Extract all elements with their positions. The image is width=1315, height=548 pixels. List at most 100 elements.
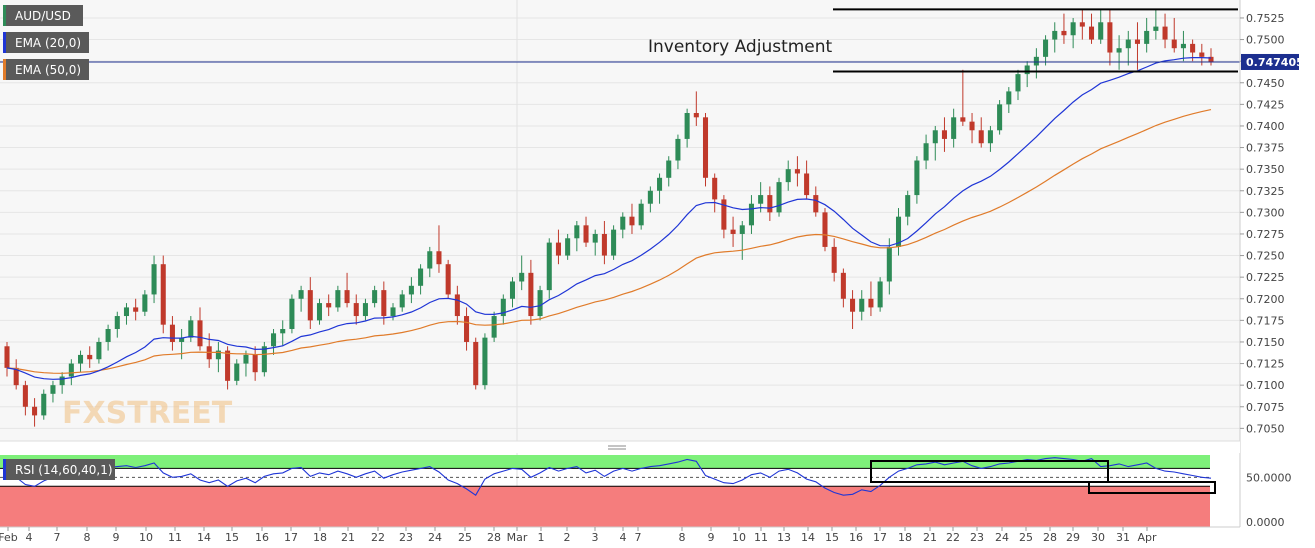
candle [243,350,249,377]
candle [583,216,589,247]
candle [647,186,653,213]
x-tick-label: 9 [113,531,120,544]
candle [794,156,800,187]
x-tick-label: 18 [898,531,912,544]
candle [914,156,920,204]
candle [601,221,607,265]
rsi-legend: RSI (14,60,40,1) [3,459,115,480]
x-tick-label: Mar [507,531,528,544]
candle [271,329,277,355]
candle [565,233,571,260]
candle [675,134,681,170]
candle [555,229,561,265]
y-tick-label: 0.7175 [1246,314,1285,327]
candle [932,125,938,161]
x-tick-label: 22 [946,531,960,544]
candle [638,199,644,230]
x-tick-label: 18 [313,531,327,544]
candle [785,160,791,191]
y-tick-label: 0.7225 [1246,271,1285,284]
candle [684,108,690,148]
x-tick-label: 15 [225,531,239,544]
rsi-line [6,457,1212,496]
price-y-ticks: 0.75250.75000.74750.74500.74250.74000.73… [1240,12,1285,435]
candle [151,255,157,304]
y-tick-label: 0.7100 [1246,379,1285,392]
candle [519,255,525,291]
candle [4,341,10,377]
candle [123,303,130,325]
legend-ema20-box[interactable] [3,32,89,53]
y-tick-label: 0.7250 [1246,250,1285,263]
candle [1171,17,1177,53]
candle [335,285,341,312]
rsi-upper-zone [0,455,1210,469]
candle [1088,13,1095,44]
candle [923,134,929,170]
candle [105,324,111,351]
x-tick-label: 22 [371,531,385,544]
candle [68,359,74,386]
candle [59,372,65,394]
rsi-y-tick-label: 0.0000 [1246,516,1285,529]
candle [813,186,819,217]
x-tick-label: 17 [284,531,298,544]
x-tick-label: 25 [458,531,472,544]
candle [1033,48,1039,79]
x-tick-label: 28 [1043,531,1057,544]
candle [629,203,635,234]
candle [693,91,699,126]
candle [344,272,350,308]
y-tick-label: 0.7125 [1246,358,1285,371]
panel-separator[interactable] [0,441,1240,453]
candle [739,221,745,260]
candle [13,359,19,390]
candle [298,285,304,312]
candle [666,156,672,187]
separator-grip-icon[interactable] [608,445,626,450]
candle [1006,87,1012,113]
candle [850,290,856,329]
candle [509,277,516,308]
candle [822,208,828,252]
y-tick-label: 0.7500 [1246,34,1285,47]
x-tick-label: 21 [923,531,937,544]
legend-ema50-box[interactable] [3,59,89,80]
x-tick-label: 4 [620,531,627,544]
candle [362,298,368,321]
rsi-legend-box[interactable] [3,459,115,480]
x-tick-label: 14 [801,531,815,544]
y-tick-label: 0.7400 [1246,120,1285,133]
x-ticks: Feb 4 7 8 9 10 11 14 15 16 17 18 21 22 23 24 25 28 Mar 1 2 3 4… [0,527,1157,544]
candle [114,311,120,338]
candle [436,225,442,273]
candle [1070,17,1076,49]
rsi-highlight-box-1 [870,460,1109,483]
candle [978,117,984,148]
x-tick-label: 9 [708,531,715,544]
candle [997,100,1003,135]
legend-symbol: AUD/USD [15,9,71,23]
candle [592,229,598,256]
candle [748,195,754,234]
x-tick-label: 13 [777,531,791,544]
candle [372,285,378,308]
candle [1208,48,1214,66]
legend-symbol-box[interactable] [3,5,83,26]
candle [473,337,479,390]
last-price-tag: 0.747405 [1241,53,1304,70]
legend-symbol-swatch [3,5,6,26]
x-tick-label: 24 [428,531,442,544]
candle [50,380,56,403]
candle [895,208,902,256]
x-tick-label: Feb [0,531,18,544]
candle [77,350,84,373]
y-tick-label: 0.7075 [1246,401,1285,414]
x-tick-label: 8 [679,531,686,544]
candle [41,389,47,420]
candle [169,316,175,351]
candle [840,268,846,308]
x-tick-label: 10 [732,531,746,544]
candle [776,177,782,217]
